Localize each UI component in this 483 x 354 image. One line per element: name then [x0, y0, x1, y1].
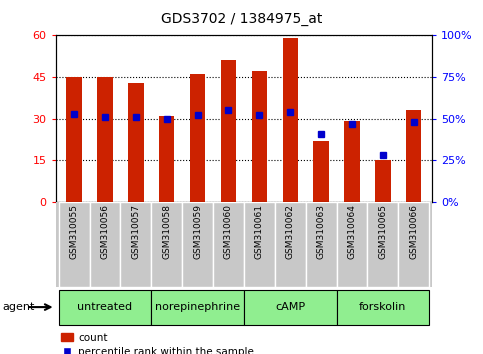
Text: GSM310059: GSM310059 — [193, 204, 202, 259]
Bar — [344, 121, 360, 202]
Bar — [97, 77, 113, 202]
Text: forskolin: forskolin — [359, 302, 407, 312]
Bar — [58, 290, 151, 325]
Bar — [406, 110, 422, 202]
Text: norepinephrine: norepinephrine — [155, 302, 240, 312]
Text: untreated: untreated — [77, 302, 132, 312]
Text: GDS3702 / 1384975_at: GDS3702 / 1384975_at — [161, 12, 322, 27]
Bar — [375, 160, 391, 202]
Bar — [213, 202, 244, 287]
Bar — [337, 202, 368, 287]
Text: cAMP: cAMP — [275, 302, 305, 312]
Text: GSM310063: GSM310063 — [317, 204, 326, 259]
Bar — [368, 202, 398, 287]
Text: GSM310060: GSM310060 — [224, 204, 233, 259]
Text: GSM310066: GSM310066 — [409, 204, 418, 259]
Bar — [190, 74, 205, 202]
Bar — [275, 202, 306, 287]
Bar — [120, 202, 151, 287]
Text: GSM310061: GSM310061 — [255, 204, 264, 259]
Bar — [313, 141, 329, 202]
Bar — [159, 116, 174, 202]
Text: agent: agent — [2, 302, 35, 312]
Text: GSM310058: GSM310058 — [162, 204, 171, 259]
Bar — [66, 77, 82, 202]
Text: GSM310062: GSM310062 — [286, 204, 295, 259]
Text: GSM310056: GSM310056 — [100, 204, 110, 259]
Bar — [58, 202, 89, 287]
Text: GSM310057: GSM310057 — [131, 204, 141, 259]
Bar — [151, 290, 244, 325]
Bar — [128, 82, 143, 202]
Bar — [182, 202, 213, 287]
Bar — [398, 202, 429, 287]
Bar — [283, 38, 298, 202]
Bar — [306, 202, 337, 287]
Bar — [252, 72, 267, 202]
Bar — [151, 202, 182, 287]
Bar — [244, 290, 337, 325]
Text: GSM310065: GSM310065 — [378, 204, 387, 259]
Bar — [337, 290, 429, 325]
Bar — [221, 60, 236, 202]
Text: GSM310055: GSM310055 — [70, 204, 79, 259]
Legend: count, percentile rank within the sample: count, percentile rank within the sample — [61, 333, 255, 354]
Text: GSM310064: GSM310064 — [347, 204, 356, 259]
Bar — [244, 202, 275, 287]
Bar — [89, 202, 120, 287]
